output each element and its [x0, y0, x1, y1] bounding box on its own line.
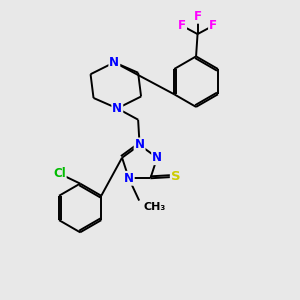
Text: N: N — [152, 151, 162, 164]
Text: F: F — [209, 19, 217, 32]
Text: N: N — [112, 102, 122, 115]
Text: F: F — [178, 19, 186, 32]
Text: N: N — [109, 56, 119, 69]
Text: CH₃: CH₃ — [144, 202, 166, 212]
Text: F: F — [194, 10, 202, 23]
Text: N: N — [135, 138, 145, 152]
Text: Cl: Cl — [53, 167, 66, 180]
Text: S: S — [171, 170, 181, 183]
Text: N: N — [124, 172, 134, 185]
